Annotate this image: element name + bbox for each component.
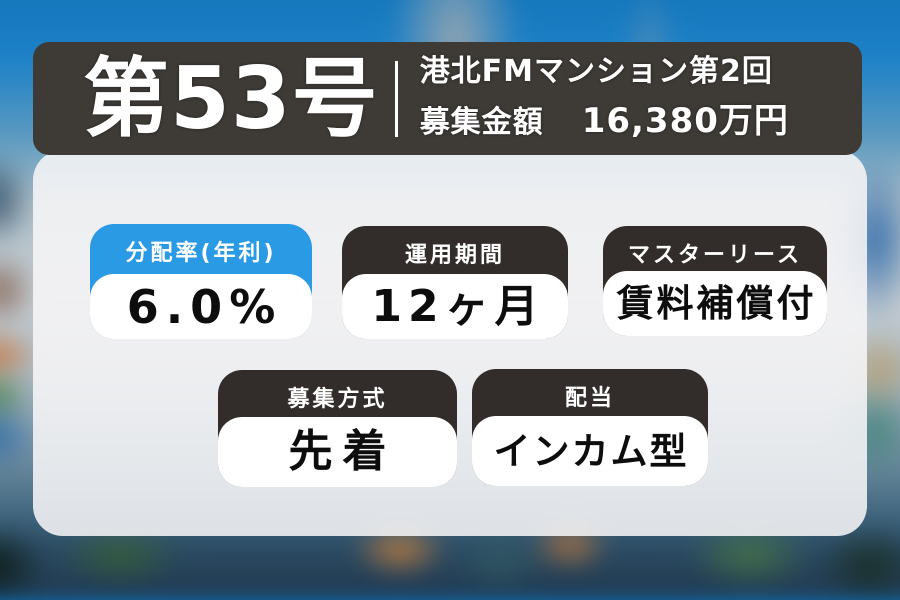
card-operation-period-label: 運用期間	[404, 243, 505, 268]
card-operation-period-value: 12ヶ月	[371, 280, 545, 332]
card-recruitment-method-value: 先着	[288, 426, 397, 477]
issue-number: 第53号	[83, 48, 379, 149]
card-recruitment-method: 募集方式 先着	[218, 370, 457, 487]
card-master-lease-value: 賃料補償付	[616, 282, 817, 325]
card-dividend-type-body: インカム型	[472, 416, 708, 486]
amount-row: 募集金額 16,380万円	[420, 93, 789, 142]
card-yield-rate-value: 6.0%	[126, 279, 283, 334]
vertical-divider	[394, 60, 398, 137]
property-name: 港北FMマンション第2回	[419, 54, 773, 90]
card-recruitment-method-label: 募集方式	[287, 387, 388, 412]
amount-label: 募集金額	[419, 104, 544, 140]
card-master-lease-body: 賃料補償付	[603, 271, 827, 336]
card-dividend-type: 配当 インカム型	[472, 369, 708, 486]
card-yield-rate-body: 6.0%	[90, 274, 312, 339]
title-banner: 第53号 港北FMマンション第2回 募集金額 16,380万円	[33, 42, 862, 155]
card-operation-period: 運用期間 12ヶ月	[342, 226, 568, 339]
card-dividend-type-value: インカム型	[493, 429, 689, 473]
amount-value: 16,380万円	[581, 100, 789, 141]
card-master-lease-label: マスターリース	[628, 243, 802, 268]
card-recruitment-method-body: 先着	[218, 417, 457, 487]
banner-details: 港北FMマンション第2回 募集金額 16,380万円	[420, 55, 789, 142]
card-yield-rate-label: 分配率(年利)	[125, 241, 277, 266]
card-yield-rate: 分配率(年利) 6.0%	[90, 224, 312, 339]
card-dividend-type-label: 配当	[564, 386, 615, 411]
card-master-lease: マスターリース 賃料補償付	[603, 226, 827, 336]
card-operation-period-body: 12ヶ月	[342, 274, 568, 339]
